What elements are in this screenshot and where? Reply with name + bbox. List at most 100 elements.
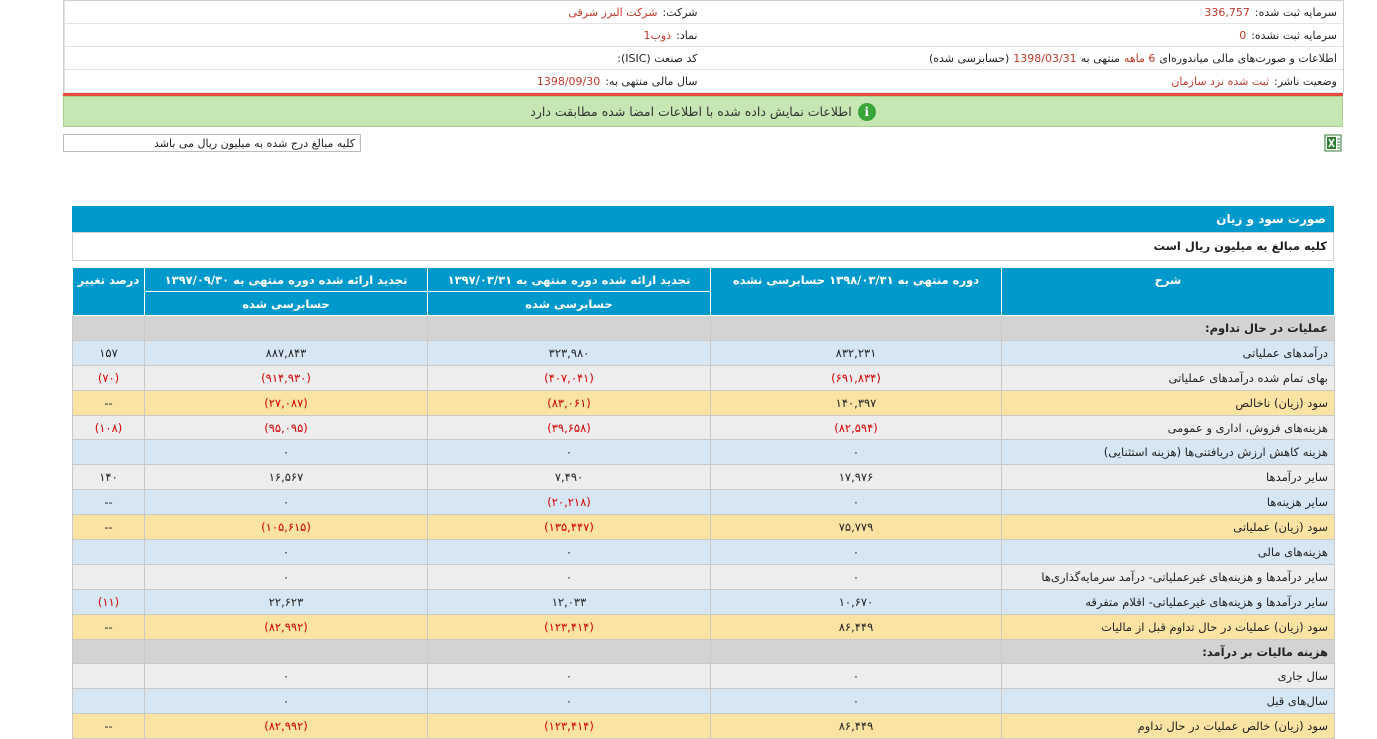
unregistered-capital-label: سرمایه ثبت نشده:	[1251, 28, 1337, 42]
row-value: (۸۲,۹۹۲)	[144, 613, 428, 640]
col-subheader-audited: حسابرسی شده	[144, 291, 428, 316]
row-value: ۲۲,۶۲۳	[144, 588, 428, 615]
row-value: ۱۴۰,۳۹۷	[710, 389, 1002, 416]
row-description: سال‌های قبل	[1001, 688, 1335, 715]
row-description: سال جاری	[1001, 663, 1335, 690]
row-value	[72, 539, 145, 565]
capital-cell: سرمایه ثبت شده: 336,757	[704, 1, 1344, 23]
row-value: ۱۵۷	[72, 339, 145, 366]
row-value: (۱۰۸)	[72, 414, 145, 441]
row-value	[72, 663, 145, 690]
col-header-restated-1397-03: تجدید ارائه شده دوره منتهی به ۱۳۹۷/۰۳/۳۱	[427, 267, 711, 292]
report-date: 1398/03/31	[1013, 51, 1077, 65]
row-value: --	[72, 489, 145, 516]
table-row: سود (زیان) عملیاتی ۷۵,۷۷۹ (۱۳۵,۴۴۷) (۱۰۵,۶۱…	[72, 514, 1335, 541]
row-value	[710, 638, 1002, 665]
row-value: ۰	[710, 688, 1002, 715]
report-mid: منتهی به	[1080, 51, 1120, 65]
table-row: هزینه کاهش ارزش دریافتنی‌ها (هزینه استثن…	[72, 439, 1335, 466]
table-row: سود (زیان) ناخالص ۱۴۰,۳۹۷ (۸۳,۰۶۱) (۲۷,۰۸۷)…	[72, 389, 1335, 416]
row-value: ۰	[144, 688, 428, 715]
unregistered-capital-cell: سرمایه ثبت نشده: 0	[704, 24, 1344, 46]
row-value: (۹۱۴,۹۳۰)	[144, 364, 428, 391]
info-icon: i	[857, 102, 876, 121]
row-value: (۴۰۷,۰۴۱)	[427, 364, 711, 391]
capital-value: 336,757	[1204, 5, 1250, 19]
row-value: ۳۲۳,۹۸۰	[427, 339, 711, 366]
table-row: سود (زیان) خالص عملیات در حال تداوم ۸۶,۴۴…	[72, 713, 1335, 739]
row-value	[427, 638, 711, 665]
table-row: درآمدهای عملیاتی ۸۳۲,۲۳۱ ۳۲۳,۹۸۰ ۸۸۷,۸۴۳ ۱۵۷	[72, 339, 1335, 366]
divider-line	[63, 93, 1343, 96]
alert-text: اطلاعات نمایش داده شده با اطلاعات امضا ش…	[530, 104, 852, 119]
row-value: (۸۲,۹۹۲)	[144, 713, 428, 739]
row-value: (۷۰)	[72, 364, 145, 391]
publisher-status-value: ثبت شده نزد سازمان	[1171, 74, 1270, 88]
row-value: ۱۰,۶۷۰	[710, 588, 1002, 615]
table-row: سود (زیان) عملیات در حال تداوم قبل از ما…	[72, 613, 1335, 640]
row-description: هزینه کاهش ارزش دریافتنی‌ها (هزینه استثن…	[1001, 439, 1335, 466]
table-row: عملیات در حال تداوم:	[72, 315, 1335, 341]
row-value: ۰	[144, 439, 428, 466]
col-header-current: دوره منتهی به ۱۳۹۸/۰۳/۳۱ حسابرسی نشده	[710, 267, 1002, 316]
isic-label: کد صنعت (ISIC):	[617, 51, 698, 65]
row-value: ۰	[144, 539, 428, 565]
table-row: سایر درآمدها و هزینه‌های غیرعملیاتی- درآ…	[72, 563, 1335, 590]
row-description: سود (زیان) ناخالص	[1001, 389, 1335, 416]
row-value: ۱۲,۰۳۳	[427, 588, 711, 615]
row-value: (۶۹۱,۸۳۴)	[710, 364, 1002, 391]
row-value: (۲۰,۲۱۸)	[427, 489, 711, 516]
symbol-label: نماد:	[676, 28, 698, 42]
row-value: ۰	[710, 439, 1002, 466]
row-value: (۱۱)	[72, 588, 145, 615]
row-description: بهای تمام شده درآمدهای عملیاتی	[1001, 364, 1335, 391]
row-description: سود (زیان) عملیات در حال تداوم قبل از ما…	[1001, 613, 1335, 640]
row-value: (۱۳۵,۴۴۷)	[427, 514, 711, 541]
row-value: --	[72, 713, 145, 739]
row-description: سایر درآمدها و هزینه‌های غیرعملیاتی- اقل…	[1001, 588, 1335, 615]
row-value: (۹۵,۰۹۵)	[144, 414, 428, 441]
report-prefix: اطلاعات و صورت‌های مالی میاندوره‌ای	[1159, 51, 1337, 65]
fiscal-year-label: سال مالی منتهی به:	[605, 74, 698, 88]
row-description: سایر درآمدها	[1001, 464, 1335, 491]
row-value: ۸۳۲,۲۳۱	[710, 339, 1002, 366]
row-value: ۸۸۷,۸۴۳	[144, 339, 428, 366]
row-description: عملیات در حال تداوم:	[1001, 315, 1335, 341]
table-row: هزینه‌های مالی ۰ ۰ ۰	[72, 539, 1335, 565]
row-value: ۰	[427, 539, 711, 565]
company-value[interactable]: شرکت البرز شرقی	[568, 5, 658, 19]
row-value	[144, 315, 428, 341]
row-description: سود (زیان) عملیاتی	[1001, 514, 1335, 541]
company-cell: شرکت: شرکت البرز شرقی	[64, 1, 704, 23]
col-header-desc: شرح	[1001, 267, 1335, 316]
row-value: ۰	[144, 663, 428, 690]
table-row: سایر درآمدها ۱۷,۹۷۶ ۷,۴۹۰ ۱۶,۵۶۷ ۱۴۰	[72, 464, 1335, 491]
row-value	[72, 563, 145, 590]
row-description: سایر هزینه‌ها	[1001, 489, 1335, 516]
row-value: (۳۹,۶۵۸)	[427, 414, 711, 441]
row-value: (۸۲,۵۹۴)	[710, 414, 1002, 441]
row-description: سود (زیان) خالص عملیات در حال تداوم	[1001, 713, 1335, 739]
publisher-status-label: وضعیت ناشر:	[1274, 74, 1337, 88]
row-value: ۰	[144, 563, 428, 590]
unit-note: کلیه مبالغ درج شده به میلیون ریال می باش…	[63, 134, 361, 152]
row-value: --	[72, 514, 145, 541]
excel-export-icon[interactable]	[1324, 134, 1342, 152]
row-value: --	[72, 613, 145, 640]
table-row: هزینه‌های فروش، اداری و عمومی (۸۲,۵۹۴) (۳۹…	[72, 414, 1335, 441]
row-description: سایر درآمدها و هزینه‌های غیرعملیاتی- درآ…	[1001, 563, 1335, 590]
publisher-status-cell: وضعیت ناشر: ثبت شده نزد سازمان	[704, 70, 1344, 92]
company-label: شرکت:	[662, 5, 698, 19]
row-value: ۰	[427, 563, 711, 590]
row-description: هزینه‌های مالی	[1001, 539, 1335, 565]
report-suffix: (حسابرسی شده)	[928, 51, 1010, 65]
isic-cell: کد صنعت (ISIC):	[64, 47, 704, 69]
row-value: ۰	[710, 663, 1002, 690]
row-value: ۷۵,۷۷۹	[710, 514, 1002, 541]
verification-alert: i اطلاعات نمایش داده شده با اطلاعات امضا…	[63, 96, 1343, 127]
statement-subtitle: کلیه مبالغ به میلیون ریال است	[72, 232, 1334, 261]
row-description: هزینه مالیات بر درآمد:	[1001, 638, 1335, 665]
symbol-value[interactable]: ذوب1	[643, 28, 672, 42]
row-value: ۰	[710, 489, 1002, 516]
row-value	[72, 688, 145, 715]
